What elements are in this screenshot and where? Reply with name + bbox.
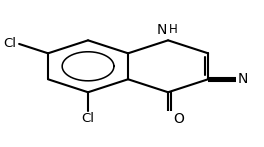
Text: Cl: Cl [82, 112, 95, 125]
Text: Cl: Cl [3, 37, 17, 50]
Text: N: N [238, 72, 248, 86]
Text: H: H [169, 23, 178, 36]
Text: N: N [157, 23, 167, 37]
Text: O: O [173, 112, 184, 126]
